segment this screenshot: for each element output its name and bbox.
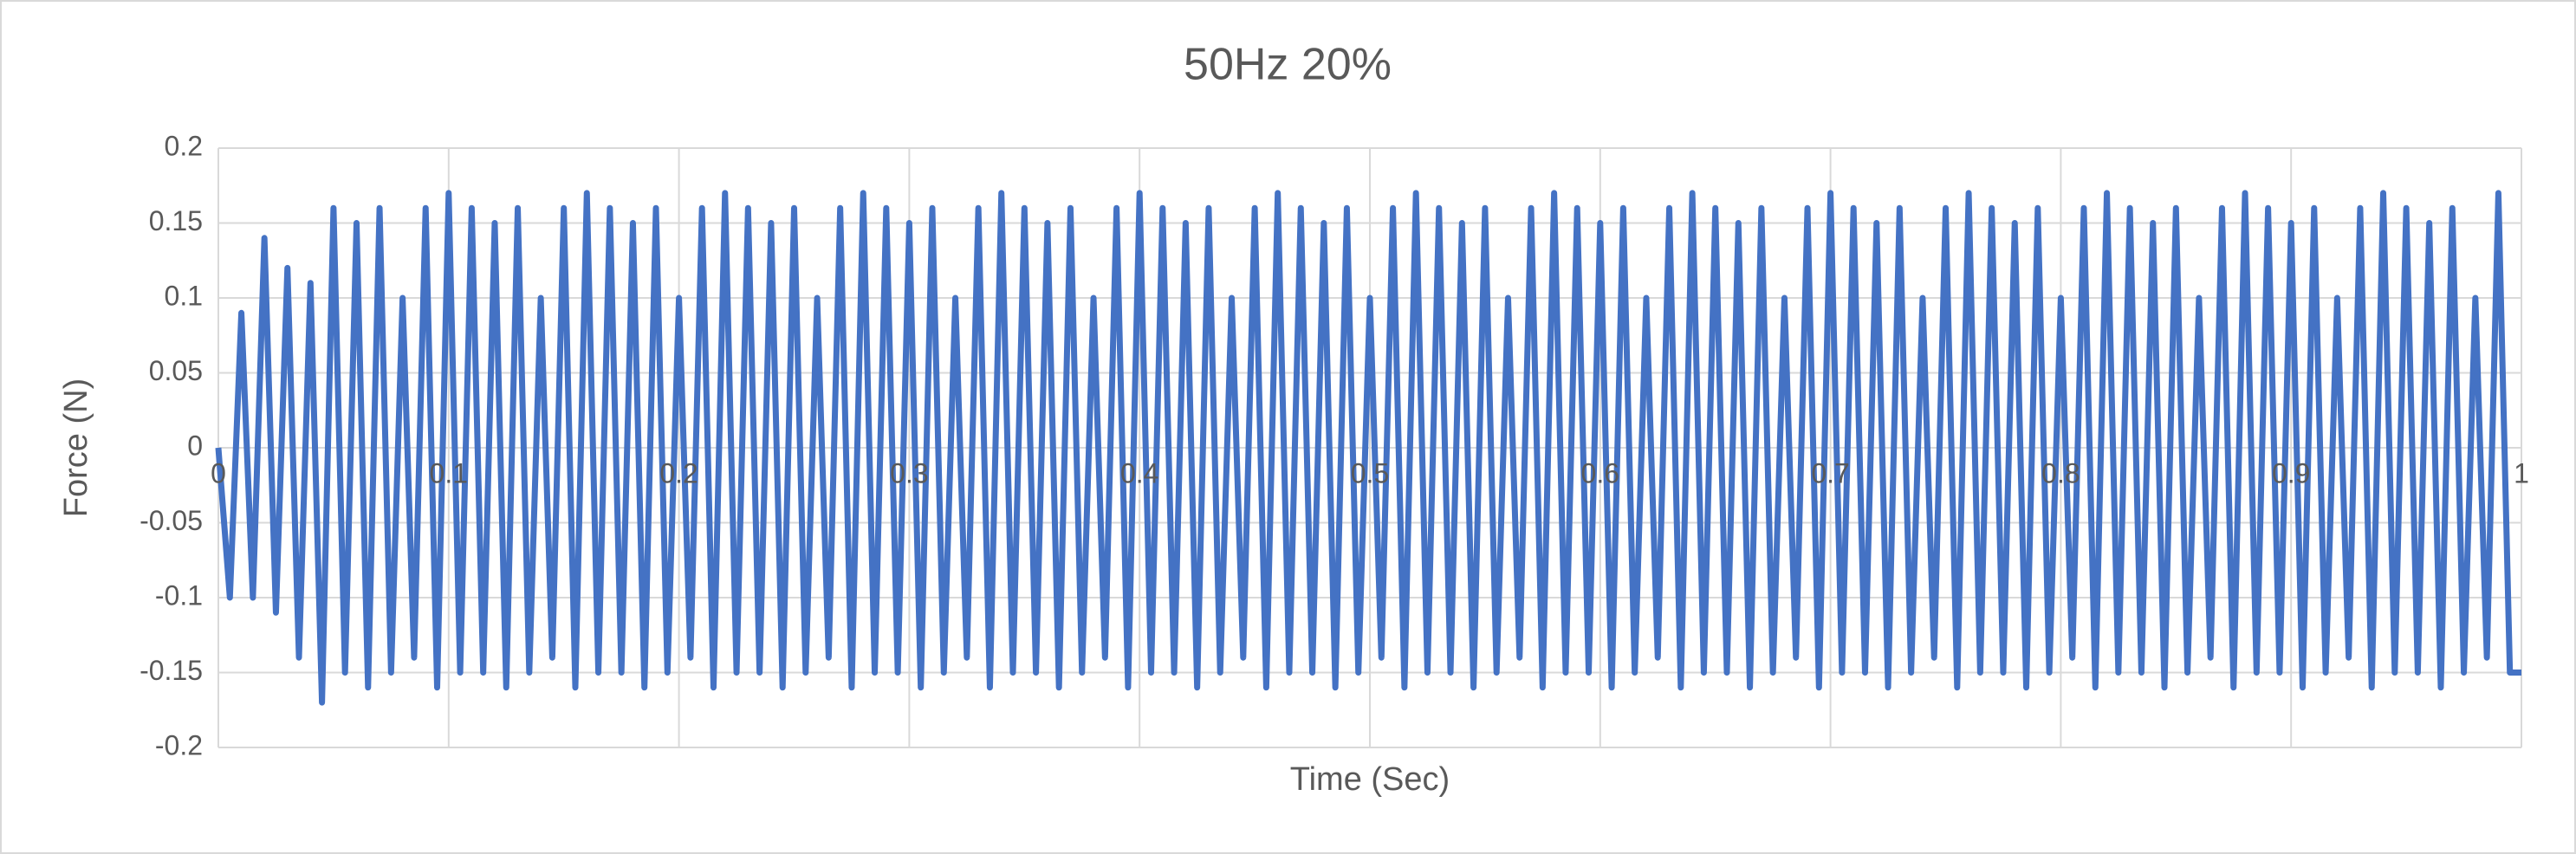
y-tick-label: -0.05 — [140, 505, 203, 536]
x-tick-label: 0 — [211, 457, 226, 488]
y-tick-label: 0 — [187, 430, 203, 461]
x-tick-label: 0.1 — [430, 457, 468, 488]
x-tick-label: 0.6 — [1581, 457, 1619, 488]
chart-title: 50Hz 20% — [1184, 40, 1392, 90]
y-tick-label: 0.2 — [165, 130, 203, 161]
y-axis-title: Force (N) — [58, 378, 94, 517]
y-tick-label: -0.2 — [155, 729, 203, 760]
y-tick-label: -0.15 — [140, 655, 203, 686]
data-line — [215, 190, 2521, 706]
x-tick-label: 0.3 — [890, 457, 928, 488]
x-tick-label: 0.8 — [2041, 457, 2080, 488]
y-tick-label: -0.1 — [155, 579, 203, 611]
x-tick-label: 1 — [2514, 457, 2529, 488]
x-tick-label: 0.7 — [1811, 457, 1849, 488]
y-tick-label: 0.15 — [149, 205, 203, 236]
x-tick-label: 0.4 — [1120, 457, 1158, 488]
x-tick-label: 0.9 — [2272, 457, 2310, 488]
y-tick-label: 0.05 — [149, 355, 203, 386]
x-axis-title: Time (Sec) — [1290, 761, 1450, 798]
x-tick-label: 0.2 — [659, 457, 698, 488]
x-tick-label: 0.5 — [1351, 457, 1389, 488]
y-tick-label: 0.1 — [165, 280, 203, 311]
